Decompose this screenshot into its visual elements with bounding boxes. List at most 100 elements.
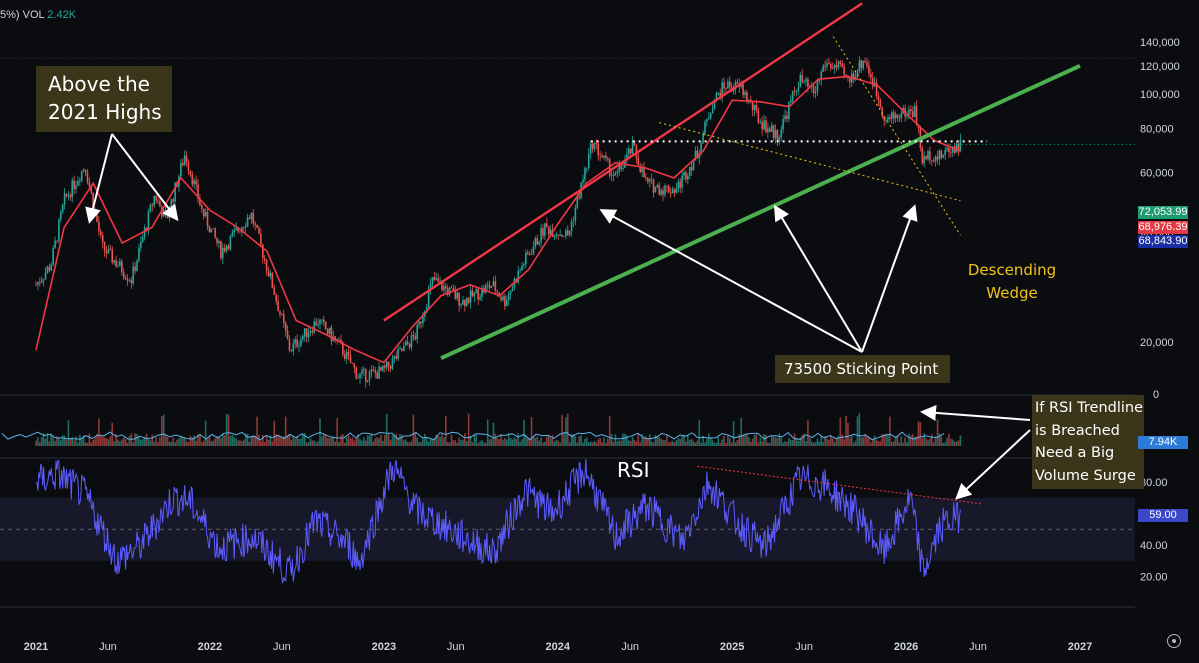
volume-bar [117, 439, 119, 446]
volume-bar [115, 433, 117, 446]
volume-bar [334, 441, 337, 446]
candle-body [157, 200, 159, 202]
candle-body [174, 182, 176, 202]
annotation-rsi-note-line2: is Breached [1035, 422, 1120, 439]
volume-bar [368, 435, 371, 446]
candle-body [80, 170, 83, 181]
volume-bar [826, 438, 828, 446]
candle-body [241, 227, 243, 233]
candle-body [868, 65, 870, 74]
volume-bar [242, 439, 245, 446]
candle-body [317, 324, 319, 326]
candle-body [117, 266, 119, 267]
volume-bar [433, 438, 436, 446]
volume-bar [833, 442, 836, 446]
candle-body [73, 180, 75, 190]
volume-bar [204, 420, 207, 446]
candle-body [559, 234, 561, 236]
volume-bar [519, 441, 521, 446]
candle-body [814, 91, 817, 94]
candle-body [925, 156, 927, 160]
candle-body [204, 211, 207, 217]
volume-bar [580, 435, 582, 446]
candle-body [100, 231, 102, 236]
volume-bar [370, 433, 373, 446]
candle-body [828, 63, 830, 65]
candle-body [324, 322, 327, 330]
settings-gear-icon[interactable] [1167, 634, 1181, 648]
volume-bar [820, 435, 823, 446]
candle-body [683, 172, 685, 176]
candle-body [885, 119, 887, 121]
candle-body [656, 185, 659, 188]
candle-body [63, 193, 66, 205]
volume-bar [597, 439, 600, 446]
candle-body [690, 166, 693, 171]
candle-body [284, 322, 287, 331]
volume-bar [410, 440, 413, 446]
candle-body [877, 96, 880, 101]
volume-bar [425, 437, 428, 446]
candle-body [172, 199, 175, 202]
volume-bar [765, 434, 767, 446]
candle-body [736, 81, 739, 84]
candle-body [841, 63, 844, 67]
candle-body [382, 365, 384, 371]
candle-body [65, 193, 68, 196]
candle-body [103, 242, 106, 251]
candle-body [826, 63, 828, 67]
candle-body [61, 204, 64, 213]
volume-bar [620, 440, 622, 446]
volume-bar [664, 440, 666, 446]
candle-body [357, 377, 359, 379]
candle-body [492, 281, 495, 287]
candle-body [780, 129, 783, 138]
volume-bar [214, 438, 216, 446]
volume-bar [841, 434, 844, 446]
candle-body [366, 380, 369, 382]
volume-bar [120, 439, 123, 446]
candle-body [769, 128, 771, 132]
volume-bar [140, 439, 142, 446]
volume-bar [637, 434, 640, 446]
volume-bar [250, 435, 253, 446]
volume-bar [183, 438, 186, 446]
volume-bar [328, 437, 331, 446]
candle-body [892, 112, 895, 119]
candle-body [479, 296, 481, 300]
volume-bar [275, 434, 277, 446]
volume-bar [656, 435, 659, 446]
volume-bar [618, 440, 621, 446]
volume-bar [378, 438, 380, 446]
volume-bar [216, 435, 218, 446]
volume-bar [525, 435, 527, 446]
volume-bar [488, 439, 491, 446]
candle-body [237, 228, 239, 232]
trendline-wedge-upper [832, 36, 961, 236]
volume-bar [553, 441, 556, 446]
candle-body [702, 133, 704, 143]
volume-bar [343, 442, 346, 446]
volume-bar [359, 439, 361, 446]
candle-body [180, 163, 182, 177]
candle-body [282, 314, 285, 323]
candle-body [618, 165, 621, 172]
candle-body [540, 228, 542, 242]
volume-bar [290, 440, 293, 446]
candle-body [795, 90, 798, 92]
x-tick-label: 2026 [894, 641, 918, 653]
ma-line [35, 75, 961, 364]
volume-bar [746, 433, 748, 446]
candle-body [225, 245, 228, 252]
candle-body [793, 91, 796, 93]
candle-body [71, 180, 74, 198]
volume-bar [481, 439, 483, 446]
volume-bar [492, 422, 495, 446]
candle-body [488, 284, 491, 289]
volume-bar [149, 440, 152, 446]
volume-bar [910, 435, 912, 446]
candle-body [141, 237, 144, 243]
volume-bar [530, 417, 533, 446]
volume-bar [422, 438, 424, 446]
candle-body [910, 109, 912, 112]
